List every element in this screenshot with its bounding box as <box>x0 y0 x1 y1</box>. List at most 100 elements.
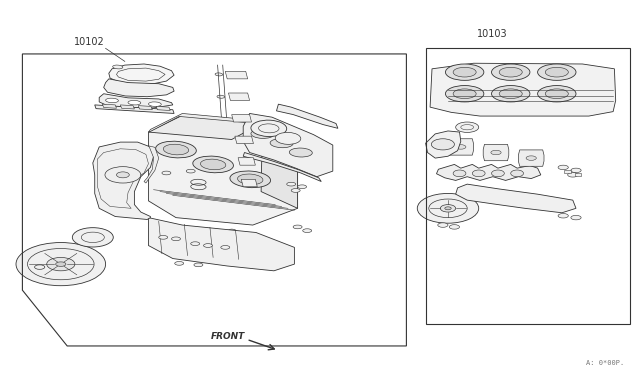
Ellipse shape <box>251 120 287 137</box>
Ellipse shape <box>116 172 129 178</box>
Text: FRONT: FRONT <box>211 332 246 341</box>
Polygon shape <box>228 93 250 100</box>
Ellipse shape <box>159 235 168 239</box>
Ellipse shape <box>538 64 576 80</box>
Ellipse shape <box>558 214 568 218</box>
Ellipse shape <box>113 65 123 69</box>
Ellipse shape <box>472 170 485 177</box>
Ellipse shape <box>499 67 522 77</box>
Ellipse shape <box>456 145 466 149</box>
Ellipse shape <box>193 156 234 173</box>
Ellipse shape <box>237 174 263 185</box>
Text: 10103: 10103 <box>477 29 508 39</box>
Ellipse shape <box>200 159 226 170</box>
Ellipse shape <box>221 246 230 249</box>
Ellipse shape <box>293 225 302 229</box>
Polygon shape <box>148 115 298 225</box>
Ellipse shape <box>526 156 536 160</box>
Ellipse shape <box>287 182 296 186</box>
Ellipse shape <box>571 215 581 220</box>
Polygon shape <box>243 153 321 182</box>
Ellipse shape <box>16 243 106 286</box>
Polygon shape <box>430 63 616 116</box>
Ellipse shape <box>270 139 293 148</box>
Ellipse shape <box>568 173 578 177</box>
Ellipse shape <box>128 100 141 105</box>
Ellipse shape <box>492 64 530 80</box>
Polygon shape <box>138 106 152 110</box>
Polygon shape <box>99 94 173 108</box>
Ellipse shape <box>453 67 476 77</box>
Ellipse shape <box>175 262 184 265</box>
Ellipse shape <box>438 223 448 227</box>
Polygon shape <box>156 106 170 110</box>
Polygon shape <box>518 150 544 166</box>
Ellipse shape <box>545 89 568 99</box>
Ellipse shape <box>453 89 476 99</box>
Ellipse shape <box>440 205 456 212</box>
Ellipse shape <box>162 171 171 175</box>
Ellipse shape <box>445 64 484 80</box>
Polygon shape <box>426 131 461 158</box>
Ellipse shape <box>511 170 524 177</box>
Ellipse shape <box>219 118 227 121</box>
Ellipse shape <box>230 171 271 187</box>
Ellipse shape <box>72 228 113 247</box>
Ellipse shape <box>492 86 530 102</box>
Ellipse shape <box>221 140 228 143</box>
Ellipse shape <box>163 144 189 155</box>
Ellipse shape <box>56 262 66 266</box>
Polygon shape <box>243 113 333 177</box>
Ellipse shape <box>251 129 274 138</box>
Polygon shape <box>235 136 253 144</box>
Ellipse shape <box>215 73 223 76</box>
Polygon shape <box>456 184 576 213</box>
Polygon shape <box>448 139 474 155</box>
Ellipse shape <box>445 207 451 210</box>
Ellipse shape <box>417 193 479 223</box>
Ellipse shape <box>445 86 484 102</box>
Ellipse shape <box>291 189 300 192</box>
Text: A: 0*00P.: A: 0*00P. <box>586 360 624 366</box>
Polygon shape <box>148 115 262 140</box>
Ellipse shape <box>227 207 234 210</box>
Ellipse shape <box>172 237 180 241</box>
Ellipse shape <box>538 86 576 102</box>
Bar <box>575 173 581 176</box>
Ellipse shape <box>186 169 195 173</box>
Ellipse shape <box>275 132 301 144</box>
Polygon shape <box>232 115 252 122</box>
Bar <box>564 170 571 173</box>
Ellipse shape <box>47 257 75 271</box>
Ellipse shape <box>558 165 568 170</box>
Ellipse shape <box>223 162 230 165</box>
Ellipse shape <box>204 244 212 247</box>
Polygon shape <box>241 179 257 187</box>
Polygon shape <box>276 104 338 128</box>
Ellipse shape <box>228 229 236 232</box>
Polygon shape <box>104 79 174 97</box>
Polygon shape <box>148 218 294 271</box>
Ellipse shape <box>105 167 141 183</box>
Polygon shape <box>436 164 541 180</box>
Polygon shape <box>120 105 134 109</box>
Polygon shape <box>144 146 159 183</box>
Ellipse shape <box>449 225 460 229</box>
Ellipse shape <box>298 185 307 189</box>
Polygon shape <box>261 123 298 208</box>
Text: 10102: 10102 <box>74 36 104 46</box>
Polygon shape <box>93 142 154 219</box>
Ellipse shape <box>456 122 479 132</box>
Ellipse shape <box>453 170 466 177</box>
Ellipse shape <box>289 148 312 157</box>
Ellipse shape <box>431 139 454 150</box>
Ellipse shape <box>35 265 45 269</box>
Ellipse shape <box>571 168 581 173</box>
Ellipse shape <box>191 242 200 246</box>
Ellipse shape <box>217 95 225 98</box>
Polygon shape <box>483 144 509 161</box>
Ellipse shape <box>545 67 568 77</box>
Ellipse shape <box>156 141 196 158</box>
Ellipse shape <box>225 185 232 187</box>
Ellipse shape <box>303 229 312 232</box>
